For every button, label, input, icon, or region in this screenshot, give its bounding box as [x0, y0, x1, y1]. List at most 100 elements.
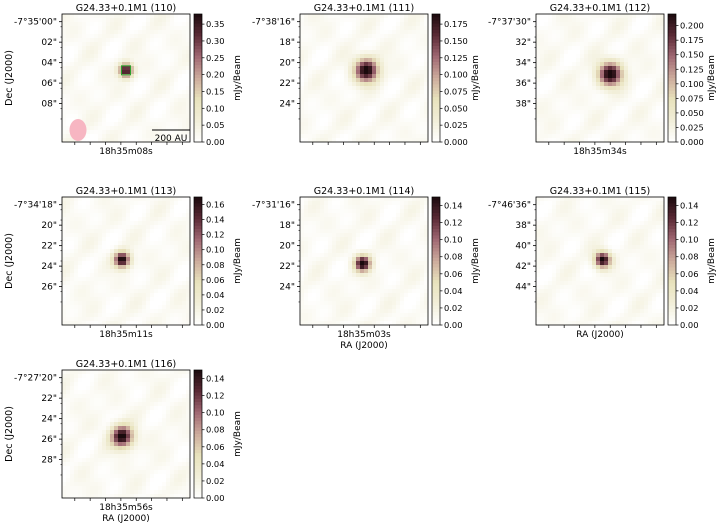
colorbar-tick-label: 0.175	[444, 19, 468, 29]
colorbar-cell	[194, 264, 202, 268]
colorbar-cell	[668, 232, 676, 236]
colorbar-label: mJy/Beam	[707, 55, 716, 101]
colorbar: 0.00 0.02 0.04 0.06 0.08 0.10 0.12 0.14 mJy/Beam	[667, 196, 716, 330]
colorbar-cell	[194, 30, 202, 34]
colorbar-tick-label: 0.16	[206, 200, 224, 210]
colorbar-cell	[194, 138, 202, 143]
y-tick-label: 20"	[279, 242, 295, 252]
colorbar-cell	[668, 270, 676, 275]
colorbar-cell	[432, 270, 440, 275]
colorbar-cell	[432, 39, 440, 44]
y-tick-label: -7°38'16"	[252, 18, 295, 28]
colorbar-cell	[668, 106, 676, 111]
colorbar-tick-label: 0.00	[680, 320, 698, 330]
colorbar-cell	[194, 113, 202, 117]
colorbar-cell	[668, 58, 676, 63]
colorbar-cell	[668, 46, 676, 50]
colorbar-cell	[432, 235, 440, 239]
heatmap-image	[62, 197, 191, 326]
colorbar-cell	[194, 466, 202, 470]
colorbar-tick-label: 0.14	[206, 374, 224, 384]
colorbar-cell	[194, 97, 202, 101]
colorbar-cell	[668, 68, 676, 72]
colorbar-frame	[193, 13, 203, 143]
y-tick-label: 22"	[41, 242, 57, 252]
heatmap-image	[62, 370, 191, 499]
y-axis-label: Dec (J2000)	[4, 50, 15, 106]
colorbar-cell	[194, 39, 202, 44]
colorbar-cell	[432, 103, 440, 108]
colorbar-cell	[194, 446, 202, 451]
colorbar-tick-label: 0.000	[680, 137, 704, 147]
colorbar-cell	[194, 321, 202, 326]
heatmap-image	[300, 197, 429, 326]
colorbar-tick-label: 0.20	[206, 70, 224, 80]
colorbar-cell	[432, 229, 440, 233]
colorbar-cell	[194, 305, 202, 310]
colorbar-cell	[668, 293, 676, 297]
y-tick-label: 22"	[41, 394, 57, 404]
colorbar-cell	[194, 296, 202, 300]
colorbar-cell	[194, 33, 202, 37]
colorbar-cell	[668, 264, 676, 268]
colorbar-cell	[194, 421, 202, 425]
colorbar-cell	[432, 55, 440, 60]
colorbar-cell	[194, 267, 202, 271]
colorbar-cell	[668, 197, 676, 201]
colorbar-cell	[432, 113, 440, 117]
colorbar-tick-label: 0.30	[206, 36, 224, 46]
colorbar-tick-label: 0.10	[206, 408, 224, 418]
colorbar-tick-label: 0.075	[444, 86, 468, 96]
y-tick-label: 24"	[279, 100, 295, 110]
colorbar-cell	[668, 216, 676, 220]
colorbar-cell	[432, 23, 440, 28]
colorbar-cell	[194, 209, 202, 214]
beam-ellipse	[69, 119, 87, 141]
colorbar-cell	[668, 305, 676, 310]
colorbar-tick-label: 0.08	[680, 252, 698, 262]
colorbar-cell	[668, 299, 676, 303]
colorbar-cell	[668, 251, 676, 255]
colorbar-cell	[668, 26, 676, 31]
colorbar-cell	[432, 129, 440, 133]
colorbar-cell	[432, 315, 440, 319]
colorbar-tick-label: 0.25	[206, 53, 224, 63]
panel-title: G24.33+0.1M1 (112)	[550, 3, 650, 14]
colorbar-cell	[668, 289, 676, 294]
colorbar-cell	[194, 273, 202, 278]
colorbar-cell	[432, 305, 440, 310]
colorbar-cell	[668, 273, 676, 278]
panel-3: G24.33+0.1M1 (113) -7°34'18" 20" 22" 24" 26" 1…	[4, 186, 243, 340]
colorbar-tick-label: 0.10	[444, 235, 462, 245]
heatmap-image	[536, 197, 665, 326]
colorbar-cell	[668, 14, 676, 18]
y-tick-label: -7°35'00"	[14, 18, 57, 28]
colorbar-cell	[432, 277, 440, 281]
colorbar-cell	[432, 122, 440, 127]
colorbar-cell	[194, 430, 202, 435]
y-tick-label: -7°27'20"	[14, 374, 57, 384]
colorbar-cell	[668, 55, 676, 60]
colorbar-cell	[668, 49, 676, 53]
colorbar-cell	[194, 106, 202, 111]
colorbar-cell	[194, 309, 202, 313]
colorbar-tick-label: 0.08	[206, 425, 224, 435]
colorbar-cell	[432, 14, 440, 18]
colorbar-cell	[194, 81, 202, 85]
colorbar-cell	[432, 225, 440, 230]
colorbar-cell	[194, 74, 202, 79]
colorbar-cell	[432, 216, 440, 220]
colorbar-cell	[194, 318, 202, 323]
colorbar-tick-label: 0.06	[680, 269, 698, 279]
colorbar-cell	[432, 299, 440, 303]
colorbar-cell	[194, 283, 202, 287]
colorbar-cell	[432, 213, 440, 217]
y-tick-label: -7°31'16"	[252, 201, 295, 211]
colorbar-cell	[432, 200, 440, 204]
colorbar-cell	[668, 84, 676, 88]
y-tick-label: -7°34'18"	[14, 201, 57, 211]
colorbar-cell	[194, 52, 202, 56]
y-tick-label: 04"	[41, 59, 57, 69]
colorbar-frame	[193, 369, 203, 499]
colorbar-cell	[668, 110, 676, 114]
